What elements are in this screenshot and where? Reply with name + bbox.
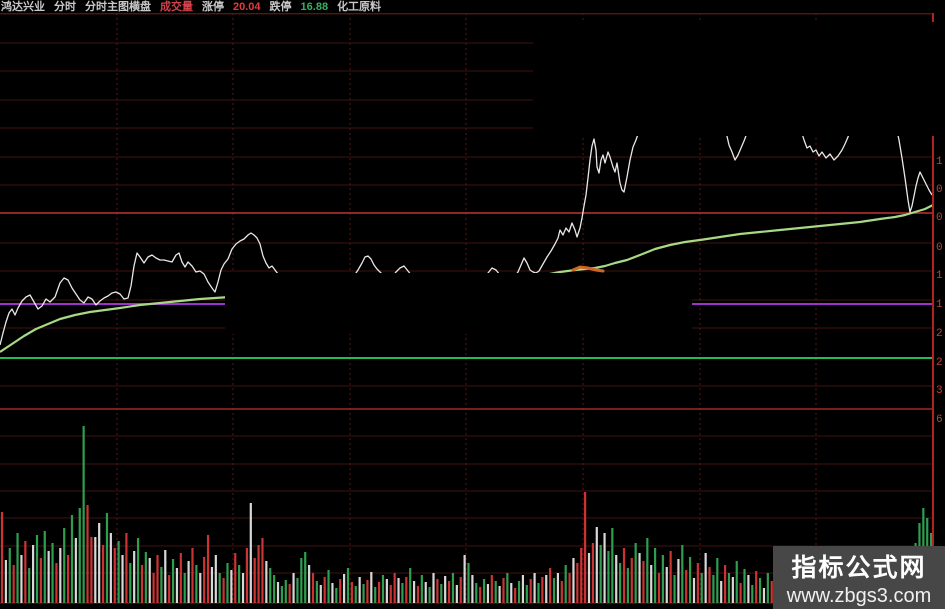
limit-down-value: 16.88 [300,0,329,13]
redaction-boxes [225,22,945,334]
indicator-name[interactable]: 分时主图横盘 [85,0,151,13]
svg-text:1: 1 [936,299,943,311]
svg-text:0: 0 [936,212,943,224]
limit-down-label: 跌停 [269,0,292,13]
watermark-site-name: 指标公式网 [791,553,927,582]
watermark-url: www.zbgs3.com [786,584,932,607]
svg-text:0: 0 [936,184,943,196]
stock-name: 鸿达兴业 [1,0,45,13]
svg-text:2: 2 [936,328,943,340]
watermark-badge: 指标公式网 www.zbgs3.com [773,546,945,609]
limit-up-value: 20.04 [233,0,261,13]
svg-text:6: 6 [936,414,943,426]
sub-indicator-name[interactable]: 成交量 [160,0,193,13]
chart-header: 鸿达兴业 分时 分时主图横盘 成交量 涨停 20.04 跌停 16.88 化工原… [0,0,945,13]
period-label: 分时 [54,0,76,13]
svg-text:1: 1 [936,156,943,168]
sector-label: 化工原料 [337,0,382,13]
buy-signal-marker [571,265,605,273]
svg-text:3: 3 [936,385,943,397]
limit-up-label: 涨停 [202,0,224,13]
y-axis-labels-right: 1 0 0 0 1 1 2 2 3 6 [936,156,943,426]
average-price-line [0,204,934,353]
svg-text:2: 2 [936,357,943,369]
svg-text:0: 0 [936,242,943,254]
svg-text:1: 1 [936,270,943,282]
